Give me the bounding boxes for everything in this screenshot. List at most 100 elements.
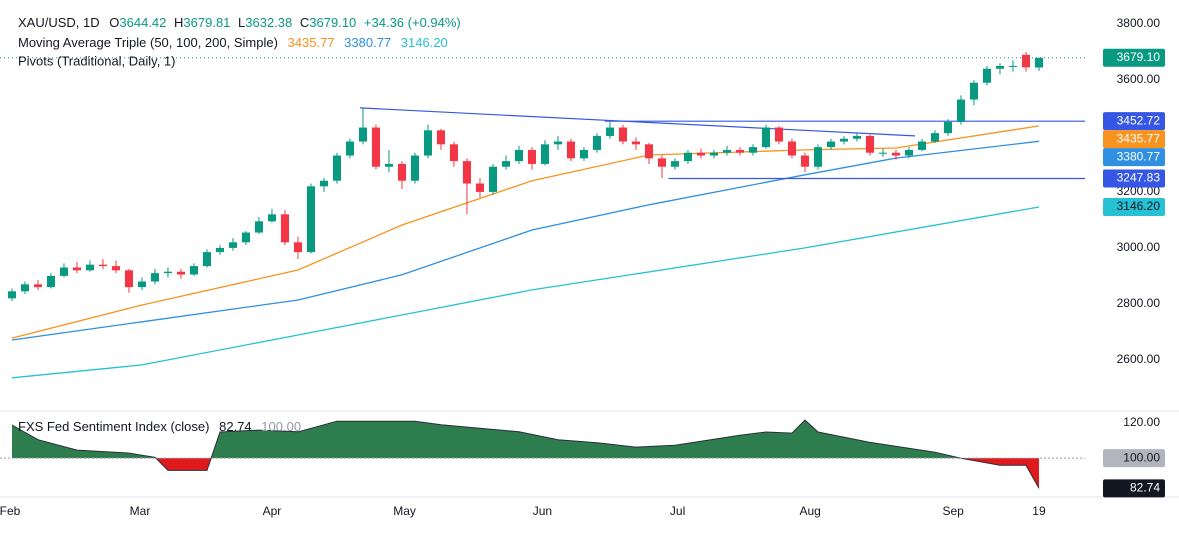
plot: Feb Mar Apr May Jun Jul Aug Sep 19 2600.00 2800.00… <box>0 16 1179 518</box>
candle-body <box>33 284 42 288</box>
candle-body <box>540 144 550 164</box>
baseline-box <box>1103 449 1165 468</box>
y-tick-label: 3200.00 <box>1117 184 1161 198</box>
candle-body <box>436 130 445 145</box>
candle-body <box>241 232 250 243</box>
high-value: 3679.81 <box>183 15 230 30</box>
x-tick-label: Feb <box>0 504 21 518</box>
x-tick-label: Aug <box>799 504 820 518</box>
moving-average-line <box>11 140 1040 341</box>
price-label-box <box>1103 112 1165 131</box>
candle-body <box>202 252 211 267</box>
candle-body <box>124 270 133 288</box>
open-value: 3644.42 <box>119 15 166 30</box>
candle-body <box>683 152 693 162</box>
candle-body <box>930 133 940 142</box>
candle-body <box>371 127 380 167</box>
candle-body <box>605 127 615 136</box>
sentiment-name: FXS Fed Sentiment Index (close) <box>18 419 209 434</box>
candle-body <box>709 152 719 156</box>
candle-body <box>397 163 406 181</box>
price-label-box <box>1103 148 1165 167</box>
candle-body <box>384 163 393 167</box>
candle-body <box>72 267 81 271</box>
candle-body <box>319 180 328 187</box>
y-tick-label: 2800.00 <box>1117 296 1161 310</box>
y2-tick-label: 120.00 <box>1123 415 1160 429</box>
candle-body <box>865 135 875 153</box>
candle-body <box>553 141 563 145</box>
ma-value: 3380.77 <box>344 35 391 50</box>
candle-body <box>579 149 589 159</box>
candle-body <box>527 149 536 164</box>
moving-average-line <box>11 125 1040 339</box>
candle-body <box>891 152 901 156</box>
candle-body <box>592 135 602 150</box>
ohlc-label: L <box>238 15 245 30</box>
x-tick-label: 19 <box>1032 504 1046 518</box>
candle-body <box>488 166 497 192</box>
price-label-box <box>1103 130 1165 149</box>
candle-body <box>449 144 458 162</box>
price-label-box <box>1103 48 1165 67</box>
candle-body <box>20 284 29 292</box>
candle-body <box>85 264 94 271</box>
candle-body <box>280 214 289 243</box>
sentiment-legend: FXS Fed Sentiment Index (close) 82.74 10… <box>18 419 301 434</box>
candle-body <box>722 149 732 153</box>
candle-body <box>306 186 315 253</box>
candle-body <box>59 267 68 276</box>
candle-body <box>618 127 628 142</box>
candle-body <box>137 281 146 288</box>
sentiment-last-label: 82.74 <box>1130 481 1160 495</box>
ma-value: 3435.77 <box>288 35 335 50</box>
candle-body <box>215 247 224 253</box>
symbol-legend: XAU/USD, 1D O3644.42 H3679.81 L3632.38 C… <box>18 15 461 30</box>
candle-body <box>995 65 1005 69</box>
candle-body <box>878 152 888 154</box>
x-tick-label: Jul <box>670 504 685 518</box>
ma-name: Moving Average Triple (50, 100, 200, Sim… <box>18 35 278 50</box>
candle-body <box>657 158 667 167</box>
symbol: XAU/USD, 1D <box>18 15 100 30</box>
candle-body <box>475 183 484 192</box>
ma-value: 3146.20 <box>401 35 448 50</box>
x-tick-label: May <box>393 504 416 518</box>
pivots-legend: Pivots (Traditional, Daily, 1) <box>18 53 176 68</box>
candle-body <box>696 152 706 156</box>
candle-body <box>774 127 784 142</box>
y-tick-label: 2600.00 <box>1117 352 1161 366</box>
candle-body <box>852 135 862 139</box>
candle-body <box>176 271 185 275</box>
candle-body <box>839 138 849 142</box>
sentiment-baseline: 100.00 <box>261 419 301 434</box>
price-label: 3380.77 <box>1117 149 1161 163</box>
candle-body <box>631 141 641 145</box>
candle-body <box>917 141 927 150</box>
price-label-box <box>1103 197 1165 216</box>
candle-body <box>969 82 979 100</box>
candle-body <box>163 271 172 274</box>
candle-body <box>982 68 992 83</box>
price-label: 3679.10 <box>1117 50 1161 64</box>
candle-body <box>358 127 367 142</box>
close-value: 3679.10 <box>309 15 356 30</box>
ohlc-label: O <box>109 15 119 30</box>
candle-body <box>150 273 159 282</box>
trendline <box>359 107 916 137</box>
y2-tick-label: 100.00 <box>1123 450 1160 464</box>
candle-body <box>761 127 771 148</box>
ohlc-label: H <box>174 15 183 30</box>
candle-body <box>501 161 510 167</box>
candle-body <box>800 155 810 167</box>
y-tick-label: 3800.00 <box>1117 16 1161 30</box>
sentiment-last-box <box>1103 479 1165 498</box>
candle-body <box>332 155 341 181</box>
candle-body <box>46 275 55 288</box>
moving-average-line <box>11 206 1040 379</box>
candle-body <box>293 242 302 253</box>
candle-body <box>1021 54 1031 68</box>
candle-body <box>111 266 120 271</box>
candle-body <box>1034 57 1044 68</box>
